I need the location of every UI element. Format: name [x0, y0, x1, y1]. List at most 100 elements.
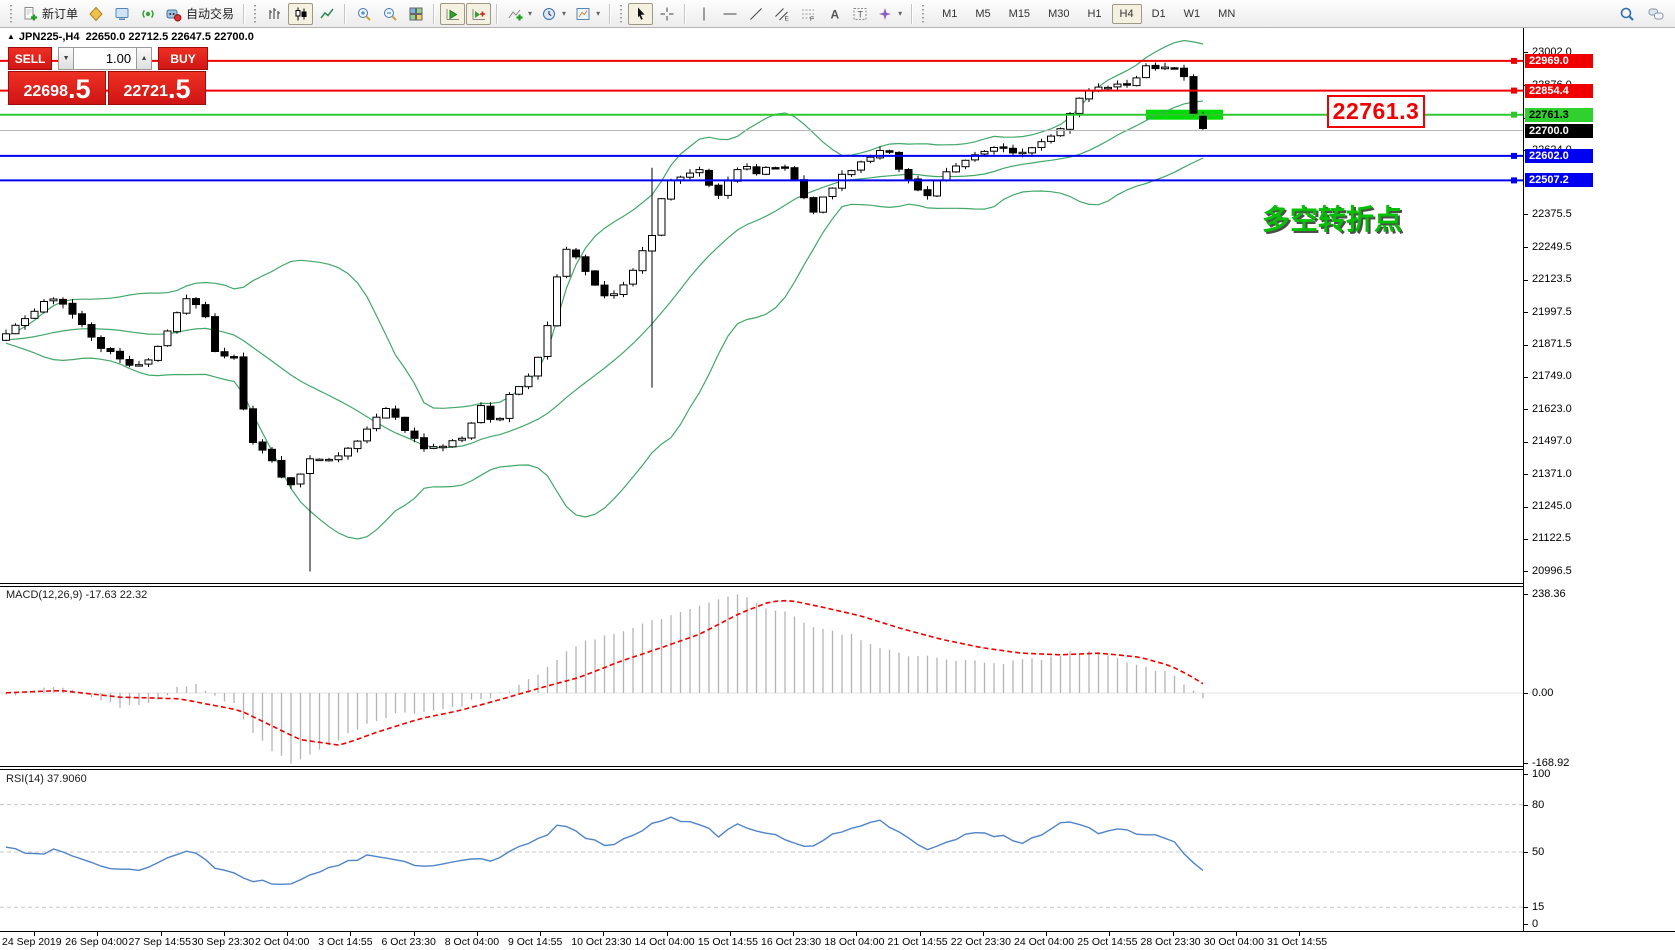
price-axis-tick — [1524, 279, 1528, 281]
panel-divider — [0, 931, 1675, 932]
volume-decrease-button[interactable]: ▼ — [58, 47, 75, 70]
auto-scroll-button[interactable] — [440, 2, 466, 25]
macd-canvas[interactable] — [0, 587, 1523, 766]
line-chart-button[interactable] — [314, 3, 339, 25]
toolbar-grip[interactable] — [9, 4, 14, 23]
timeframe-mn-button[interactable]: MN — [1210, 4, 1243, 24]
equidistant-channel-button[interactable]: E — [769, 3, 794, 25]
price-chart-canvas[interactable] — [0, 28, 1523, 583]
price-axis-tick — [1524, 247, 1528, 248]
candlestick-chart-button[interactable] — [288, 2, 314, 25]
timeframe-h4-button[interactable]: H4 — [1111, 3, 1142, 24]
price-callout-label[interactable]: 22761.3 — [1327, 95, 1425, 128]
text-label-button[interactable]: T — [847, 3, 872, 25]
time-axis-tick — [1172, 932, 1174, 936]
one-click-trading-panel: SELL ▼ 1.00 ▲ BUY 22698.5 22721.5 — [8, 47, 208, 105]
indicators-dropdown[interactable] — [503, 3, 536, 25]
timeframe-h1-button[interactable]: H1 — [1079, 4, 1109, 24]
timeframe-m1-button[interactable]: M1 — [934, 4, 965, 24]
signals-button[interactable] — [135, 3, 160, 25]
zoom-out-button[interactable] — [377, 3, 402, 25]
toolbar-separator — [496, 3, 499, 24]
toolbar-grip[interactable] — [921, 4, 927, 23]
vertical-line-button[interactable] — [691, 3, 716, 25]
timeframe-m5-button[interactable]: M5 — [967, 4, 998, 24]
price-axis-tick — [1524, 441, 1528, 443]
bid-price-button[interactable]: 22698.5 — [8, 71, 106, 105]
arrows-dropdown[interactable] — [873, 3, 906, 25]
buy-button[interactable]: BUY — [158, 47, 208, 70]
time-axis-label: 24 Sep 2019 — [2, 936, 62, 948]
timeframe-d1-button[interactable]: D1 — [1144, 4, 1174, 24]
vertical-line-icon — [703, 7, 705, 20]
time-axis-label: 2 Oct 04:00 — [255, 936, 310, 948]
rsi-axis-label: 100 — [1532, 768, 1551, 780]
time-axis-tick — [1235, 932, 1237, 936]
panel-divider[interactable] — [0, 769, 1675, 770]
horizontal-line-button[interactable] — [717, 3, 742, 25]
timeframe-m30-button[interactable]: M30 — [1040, 4, 1077, 24]
rsi-axis-label: 80 — [1532, 798, 1545, 811]
time-axis-label: 25 Oct 14:55 — [1077, 936, 1138, 948]
zoom-in-button[interactable] — [351, 3, 376, 25]
time-axis-tick — [97, 932, 99, 936]
tile-windows-button[interactable] — [403, 3, 428, 25]
terminal-button[interactable] — [109, 3, 134, 25]
auto-scroll-icon — [446, 8, 459, 20]
panel-divider[interactable] — [0, 766, 1675, 767]
crosshair-icon — [660, 7, 674, 20]
bar-chart-button[interactable] — [262, 3, 287, 25]
toolbar-grip[interactable] — [619, 4, 625, 23]
trendline-button[interactable] — [743, 3, 768, 25]
templates-dropdown[interactable] — [571, 3, 604, 25]
toolbar-grip[interactable] — [253, 4, 259, 23]
panel-divider[interactable] — [0, 583, 1675, 584]
ask-price-button[interactable]: 22721.5 — [108, 71, 206, 105]
rsi-canvas[interactable] — [0, 770, 1523, 931]
fibonacci-button[interactable]: F — [795, 3, 820, 25]
collapse-arrow-icon[interactable]: ▲ — [7, 32, 15, 41]
rsi-axis-label: 15 — [1532, 901, 1545, 914]
macd-axis-tick — [1524, 763, 1528, 765]
text-tool-button[interactable]: A — [821, 3, 846, 25]
macd-axis-label: -168.92 — [1532, 757, 1570, 770]
cn-annotation-text[interactable]: 多空转折点 — [1262, 204, 1403, 235]
time-axis-label: 9 Oct 14:55 — [508, 936, 563, 948]
time-axis-tick — [856, 932, 858, 936]
time-axis-label: 3 Oct 14:55 — [318, 936, 373, 948]
periods-dropdown[interactable] — [537, 3, 570, 25]
fibonacci-icon: F — [801, 9, 814, 22]
volume-increase-button[interactable]: ▲ — [136, 47, 153, 70]
rsi-axis-label: 0 — [1532, 918, 1539, 930]
text-label-icon: T — [853, 7, 867, 20]
time-axis-tick — [603, 932, 605, 936]
new-order-button[interactable]: 新订单 — [18, 3, 82, 25]
price-axis-tick — [1524, 344, 1528, 346]
cursor-button[interactable] — [628, 2, 654, 25]
autotrading-button[interactable]: 自动交易 — [161, 3, 238, 25]
timeframe-m15-button[interactable]: M15 — [1001, 4, 1038, 24]
price-axis-label: 21245.0 — [1532, 500, 1572, 513]
price-axis[interactable]: 23002.022876.022750.022624.022375.522249… — [1523, 28, 1675, 931]
search-button[interactable] — [1614, 3, 1639, 25]
new-order-label: 新订单 — [42, 7, 79, 21]
time-axis[interactable]: 24 Sep 2019 26 Sep 04:00 27 Sep 14:55 30 Se… — [0, 932, 1675, 950]
chat-button[interactable] — [1643, 3, 1669, 25]
time-axis-label: 16 Oct 23:30 — [761, 936, 822, 948]
timeframe-w1-button[interactable]: W1 — [1176, 4, 1209, 24]
macd-label: MACD(12,26,9) -17.63 22.32 — [6, 589, 148, 601]
volume-input[interactable]: 1.00 — [74, 47, 137, 70]
time-axis-label: 18 Oct 04:00 — [824, 936, 885, 948]
crosshair-button[interactable] — [654, 3, 679, 25]
sell-button[interactable]: SELL — [8, 47, 53, 70]
panel-divider[interactable] — [0, 586, 1675, 587]
signals-icon — [141, 9, 154, 18]
text-tool-icon: A — [830, 7, 839, 21]
clock-icon — [543, 7, 556, 20]
ohlc-high: 22712.5 — [128, 31, 169, 43]
time-axis-tick — [919, 932, 921, 936]
price-axis-tick — [1524, 52, 1528, 54]
time-axis-tick — [476, 932, 478, 936]
quotes-button[interactable] — [83, 3, 108, 25]
chart-shift-button[interactable] — [466, 2, 492, 25]
